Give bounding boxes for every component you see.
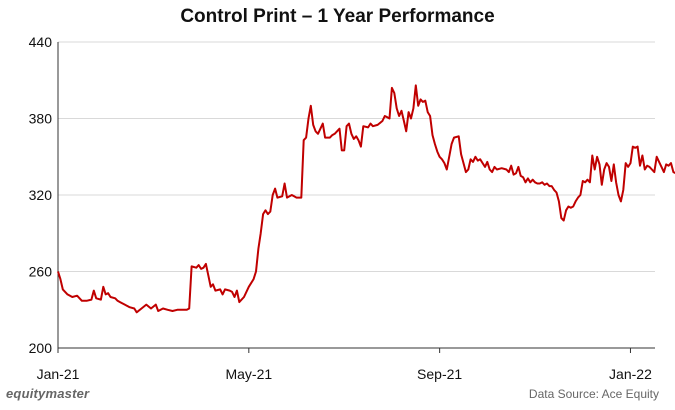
y-tick-label: 200 [29,340,53,356]
x-tick-label: May-21 [225,366,272,382]
x-tick-label: Sep-21 [417,366,462,382]
axes [57,42,655,353]
equitymaster-logo: equitymaster [6,386,90,401]
tick-labels: 200 260 320 380 440 Jan-21 May-21 Sep-21 Jan-22 [29,34,652,382]
chart-title: Control Print – 1 Year Performance [180,6,495,27]
y-tick-label: 440 [29,34,53,50]
x-tick-label: Jan-21 [37,366,80,382]
data-source-note: Data Source: Ace Equity [528,387,659,401]
y-tick-label: 320 [29,187,53,203]
price-series-line [57,84,675,314]
series-layer [57,84,675,314]
y-tick-label: 260 [29,264,53,280]
y-tick-label: 380 [29,111,53,127]
x-tick-label: Jan-22 [609,366,652,382]
gridlines [58,41,655,272]
